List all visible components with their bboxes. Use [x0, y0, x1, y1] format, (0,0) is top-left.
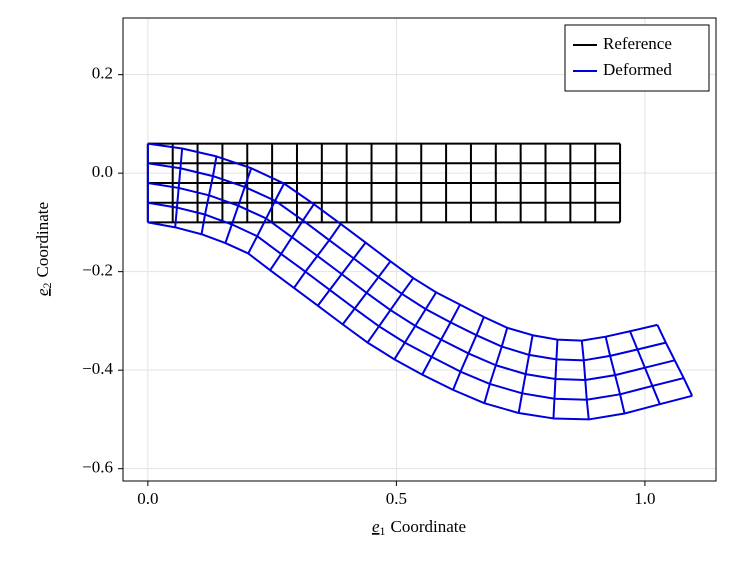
x-tick-label: 0.0 [137, 489, 158, 508]
y-label-subscript: 2 [40, 283, 54, 289]
mesh-column [452, 316, 485, 391]
mesh-column [604, 336, 626, 414]
mesh-column [517, 335, 534, 414]
x-tick-label: 1.0 [634, 489, 655, 508]
mesh-column [393, 291, 438, 360]
y-tick-label: 0.0 [92, 162, 113, 181]
mesh-row [147, 182, 675, 382]
mesh-column [174, 148, 184, 228]
mesh-column [341, 260, 392, 325]
y-tick-label: −0.2 [82, 261, 113, 280]
x-label-text: Coordinate [391, 517, 467, 536]
mesh-column [421, 304, 461, 376]
plot-frame [122, 17, 717, 482]
mesh-column [293, 223, 342, 289]
mesh-row [147, 221, 693, 421]
mesh-row [147, 201, 684, 401]
y-tick-label: 0.2 [92, 64, 113, 83]
mesh-column [580, 340, 590, 420]
mesh-column [483, 327, 509, 404]
mesh-row [147, 162, 667, 362]
x-tick-label: 0.5 [386, 489, 407, 508]
y-tick-label: −0.4 [82, 359, 113, 378]
mesh-row [147, 142, 658, 342]
mesh-column [656, 324, 694, 397]
mesh-column [247, 183, 285, 254]
y-axis-label: e2 Coordinate [33, 202, 54, 296]
mesh-column [552, 339, 559, 419]
y-label-text: Coordinate [33, 202, 52, 278]
legend-label: Reference [603, 34, 672, 53]
mesh-column [224, 167, 253, 244]
y-label-symbol: e [33, 288, 52, 296]
legend-label: Deformed [603, 60, 672, 79]
legend-box [564, 24, 710, 92]
mesh-column [317, 242, 367, 307]
mesh-column [200, 156, 218, 235]
mesh-column [366, 277, 415, 344]
x-label-subscript: 1 [380, 524, 386, 538]
x-label-symbol: e [372, 517, 380, 536]
x-axis-label: e1 Coordinate [372, 517, 466, 538]
y-tick-label: −0.6 [82, 458, 113, 477]
mesh-column [269, 203, 315, 271]
mesh-column [629, 330, 661, 405]
